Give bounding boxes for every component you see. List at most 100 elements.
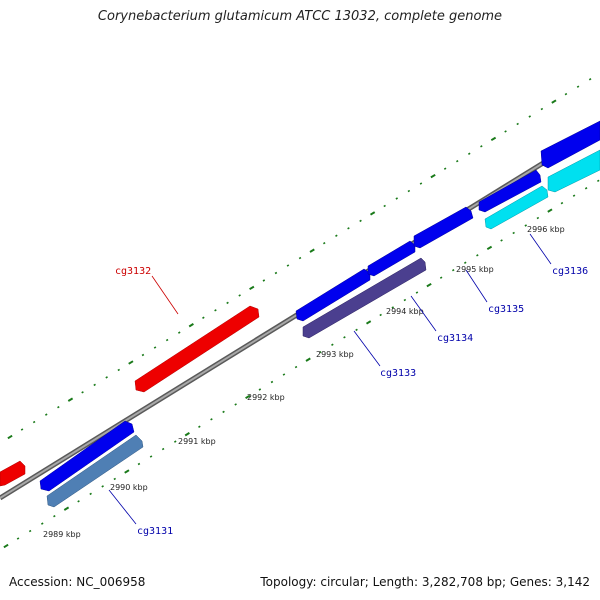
tick-mark [141, 353, 145, 357]
tick-mark [419, 182, 423, 185]
tick-mark [124, 469, 130, 474]
kbp-label-2994: 2994 kbp [386, 307, 424, 316]
gene-feature-blue-1[interactable] [39, 420, 135, 492]
genome-summary: Topology: circular; Length: 3,282,708 bp… [260, 575, 590, 589]
tick-mark [415, 291, 419, 294]
gene-feature-blue-3[interactable] [478, 169, 542, 213]
tick-mark [343, 336, 346, 339]
tick-mark [443, 167, 447, 170]
tick-mark [177, 331, 181, 334]
tick-mark [44, 413, 48, 416]
gene-label-cg3132[interactable]: cg3132 [115, 266, 151, 277]
tick-mark [7, 434, 13, 440]
gene-feature-blue-2[interactable] [295, 268, 371, 322]
kbp-label-2995: 2995 kbp [456, 265, 494, 274]
tick-mark [53, 515, 56, 518]
tick-mark [3, 543, 9, 549]
tick-mark [153, 346, 157, 349]
tick-mark [161, 447, 165, 451]
tick-mark [536, 216, 540, 220]
leader-cg3131 [108, 489, 137, 525]
tick-mark [596, 179, 600, 182]
tick-mark [467, 152, 471, 155]
tick-mark [451, 269, 455, 272]
tick-mark [540, 107, 544, 111]
gene-feature-red-left[interactable] [0, 460, 26, 487]
tick-mark [439, 276, 443, 279]
gene-feature-cg3132[interactable] [134, 305, 260, 393]
tick-mark [222, 410, 225, 414]
tick-mark [383, 204, 386, 208]
tick-mark [588, 78, 592, 81]
tick-mark [572, 194, 576, 197]
kbp-label-2991: 2991 kbp [178, 437, 216, 446]
leader-cg3134 [410, 295, 437, 332]
tick-mark [93, 383, 96, 387]
leader-cg3132 [151, 275, 179, 315]
tick-mark [173, 440, 177, 443]
kbp-labels: 2989 kbp 2990 kbp 2991 kbp 2992 kbp 2993… [43, 225, 565, 539]
gene-feature-cg3134[interactable] [367, 240, 416, 277]
leader-cg3135 [465, 269, 488, 303]
kbp-label-2996: 2996 kbp [527, 225, 565, 234]
gene-label-leaders [108, 233, 552, 525]
gene-label-cg3133[interactable]: cg3133 [380, 368, 416, 379]
tick-mark [245, 394, 251, 400]
tick-mark [270, 380, 274, 384]
tick-mark [407, 189, 411, 193]
tick-mark [379, 313, 382, 317]
tick-mark [359, 219, 362, 223]
kbp-label-2993: 2993 kbp [316, 350, 354, 359]
tick-mark [298, 256, 302, 260]
kbp-label-2992: 2992 kbp [247, 393, 285, 402]
tick-mark [128, 360, 134, 365]
tick-mark [77, 500, 80, 503]
gene-feature-cg3131[interactable] [46, 434, 144, 508]
tick-mark [20, 428, 24, 431]
gene-label-cg3136[interactable]: cg3136 [552, 266, 588, 277]
tick-mark [63, 506, 70, 511]
gene-labels: cg3131 cg3132 cg3133 cg3134 cg3135 cg313… [115, 266, 588, 537]
tick-mark [249, 285, 255, 291]
gene-features [0, 120, 600, 508]
gene-label-cg3131[interactable]: cg3131 [137, 526, 173, 537]
tick-mark [165, 338, 169, 342]
gene-feature-cg3136[interactable] [484, 185, 549, 230]
tick-mark [57, 406, 60, 409]
tick-mark [294, 365, 298, 369]
tick-mark [274, 271, 278, 275]
gene-label-cg3135[interactable]: cg3135 [488, 304, 524, 315]
tick-mark [355, 328, 358, 332]
gene-label-cg3134[interactable]: cg3134 [437, 333, 473, 344]
tick-mark [426, 282, 432, 288]
tick-mark [369, 211, 376, 216]
tick-mark [512, 231, 515, 235]
kbp-label-2989: 2989 kbp [43, 530, 81, 539]
tick-mark [547, 208, 553, 213]
gene-feature-cyan-right[interactable] [547, 149, 600, 193]
gene-feature-cg3133[interactable] [302, 257, 427, 339]
tick-mark [347, 227, 350, 230]
tick-mark [504, 130, 507, 133]
tick-mark [210, 418, 213, 421]
tick-mark [234, 403, 237, 406]
tick-mark [309, 248, 315, 253]
tick-mark [198, 425, 201, 428]
gene-feature-cg3135[interactable] [413, 206, 474, 249]
tick-mark [391, 306, 395, 309]
tick-mark [331, 343, 334, 346]
tick-mark [480, 145, 483, 148]
tick-mark [32, 420, 36, 424]
tick-mark [238, 294, 241, 297]
tick-mark [105, 376, 108, 379]
tick-mark [463, 261, 467, 264]
leader-cg3136 [529, 233, 552, 265]
gene-feature-blue-4[interactable] [540, 120, 600, 169]
tick-mark [516, 122, 519, 126]
tick-mark [528, 115, 532, 118]
tick-mark [430, 173, 436, 179]
tick-mark [40, 522, 44, 525]
tick-mark [524, 224, 528, 227]
tick-mark [226, 301, 229, 305]
